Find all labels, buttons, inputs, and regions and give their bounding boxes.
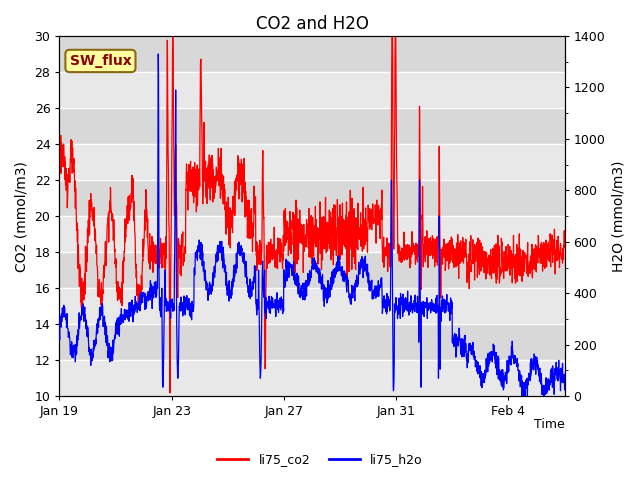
- Y-axis label: H2O (mmol/m3): H2O (mmol/m3): [611, 160, 625, 272]
- Title: CO2 and H2O: CO2 and H2O: [255, 15, 369, 33]
- Bar: [60, 144, 564, 180]
- Legend: li75_co2, li75_h2o: li75_co2, li75_h2o: [212, 448, 428, 471]
- Text: SW_flux: SW_flux: [70, 54, 131, 68]
- Bar: [60, 216, 564, 252]
- Text: Time: Time: [534, 418, 564, 431]
- Y-axis label: CO2 (mmol/m3): CO2 (mmol/m3): [15, 161, 29, 272]
- Bar: [60, 288, 564, 324]
- Bar: [60, 72, 564, 108]
- Bar: [60, 360, 564, 396]
